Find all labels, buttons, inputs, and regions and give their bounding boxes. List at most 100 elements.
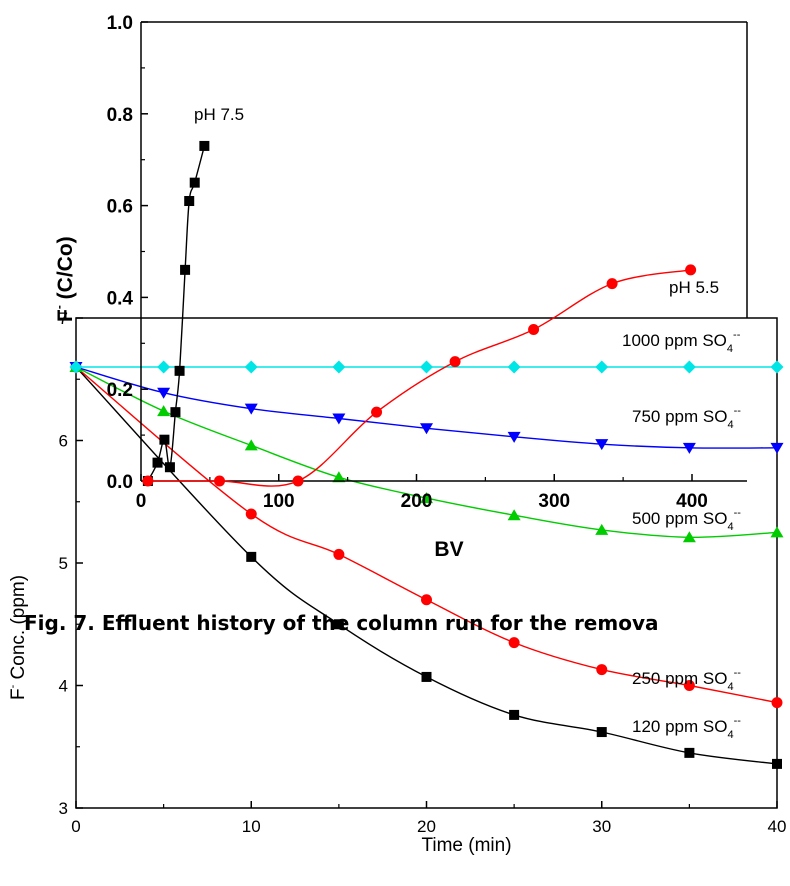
- series-label-text: 1000 ppm SO: [622, 331, 727, 350]
- outer-y-tick-label: 4: [59, 677, 68, 696]
- outer-data-point: [508, 637, 520, 649]
- inset-y-axis-label-text: (C/Co): [54, 236, 77, 305]
- inset-y-tick-label: 0.8: [107, 105, 133, 126]
- inset-data-point: [528, 324, 540, 336]
- inset-x-tick-label: 0: [136, 491, 147, 512]
- figure-caption: Fig. 7. Effluent history of the column r…: [24, 611, 658, 635]
- outer-data-point: [507, 431, 521, 443]
- outer-data-point: [420, 423, 433, 435]
- inset-data-point: [292, 475, 304, 487]
- inset-data-point: [170, 407, 181, 418]
- outer-data-point: [246, 551, 257, 562]
- outer-y-tick-label: 3: [59, 799, 68, 818]
- outer-series-label: 120 ppm SO4--: [632, 715, 741, 741]
- outer-data-point: [420, 360, 433, 374]
- series-label-sup: --: [733, 329, 741, 341]
- outer-data-point: [157, 405, 171, 417]
- outer-data-point: [421, 671, 432, 682]
- outer-series-label: 750 ppm SO4--: [632, 405, 741, 431]
- inset-y-axis-label: F- (C/Co): [52, 236, 77, 322]
- inset-y-tick-label: 0.0: [107, 472, 133, 493]
- outer-y-tick-label: 7: [59, 309, 68, 328]
- outer-data-point: [772, 758, 782, 769]
- outer-data-point: [771, 697, 783, 709]
- outer-data-point: [332, 471, 346, 483]
- outer-data-point: [770, 360, 784, 374]
- inset-y-tick-label: 0.4: [107, 288, 134, 309]
- inset-data-point: [199, 140, 210, 151]
- series-label-sup: --: [734, 667, 742, 679]
- outer-y-axis-label-text: Conc. (ppm): [8, 575, 29, 685]
- inset-data-point: [164, 462, 175, 473]
- series-label-text: 750 ppm SO: [632, 407, 727, 426]
- inset-data-point: [371, 406, 383, 418]
- outer-data-point: [333, 548, 345, 560]
- outer-x-tick-label: 10: [242, 817, 261, 836]
- outer-x-tick-label: 0: [71, 817, 80, 836]
- series-label-sup: --: [734, 405, 742, 417]
- outer-series-label: 1000 ppm SO4--: [622, 329, 741, 355]
- series-label-sub: 4: [727, 521, 733, 533]
- outer-x-axis-label: Time (min): [421, 835, 511, 856]
- series-label-sub: 4: [727, 729, 733, 741]
- outer-y-axis-label-sup: -: [7, 684, 19, 688]
- outer-data-point: [157, 360, 171, 374]
- series-label-sup: --: [734, 715, 742, 727]
- outer-data-point: [333, 619, 344, 630]
- inset-y-tick-label: 1.0: [107, 13, 133, 34]
- outer-data-point: [682, 360, 696, 374]
- series-label-sub: 4: [727, 343, 733, 355]
- outer-data-point: [157, 387, 171, 399]
- inset-data-point: [180, 264, 191, 275]
- inset-x-tick-label: 100: [263, 491, 295, 512]
- outer-data-point: [332, 413, 346, 425]
- inset-plot-axes: 0 100 200 300 400 0.0 0.2 0.4 0.6 0.8 1.0 BV F- (C/C…: [52, 13, 748, 561]
- outer-y-tick-label: 6: [59, 432, 68, 451]
- series-label-sup: --: [734, 507, 742, 519]
- inset-data-point: [189, 177, 200, 188]
- outer-data-point: [244, 439, 258, 451]
- outer-data-point: [595, 439, 609, 451]
- outer-data-point: [596, 664, 608, 676]
- series-label-sub: 4: [727, 419, 733, 431]
- inset-data-point: [142, 475, 154, 487]
- inset-series-label: pH 5.5: [669, 278, 719, 297]
- outer-data-point: [421, 594, 432, 606]
- inset-y-axis-label-prefix: F: [54, 309, 77, 322]
- series-label-text: 250 ppm SO: [632, 669, 727, 688]
- inset-x-tick-label: 300: [538, 491, 570, 512]
- outer-data-point: [596, 727, 607, 738]
- outer-data-point: [244, 403, 258, 415]
- outer-x-tick-label: 30: [592, 817, 611, 836]
- outer-x-tick-label: 20: [417, 817, 436, 836]
- inset-data-point: [214, 475, 226, 487]
- outer-data-point: [683, 680, 695, 691]
- outer-data-point: [770, 442, 784, 454]
- outer-series-label: 250 ppm SO4--: [632, 667, 741, 693]
- series-label-sub: 4: [727, 681, 733, 693]
- outer-data-point: [244, 360, 258, 374]
- outer-series-label: 500 ppm SO4--: [632, 507, 741, 533]
- inset-y-axis-label-sup: -: [52, 305, 66, 309]
- inset-y-tick-label: 0.6: [107, 197, 133, 218]
- outer-data-point: [507, 509, 521, 521]
- outer-data-point: [595, 523, 609, 535]
- outer-data-point: [69, 360, 83, 374]
- outer-data-point: [682, 442, 696, 454]
- outer-data-point: [509, 709, 520, 720]
- outer-data-point: [682, 531, 696, 543]
- inset-series-line: [147, 269, 691, 487]
- inset-data-point: [606, 278, 618, 290]
- outer-data-point: [595, 360, 609, 374]
- inset-data-point: [174, 365, 185, 376]
- outer-series-line: [75, 366, 778, 704]
- inset-series-line: [147, 145, 206, 482]
- outer-data-point: [684, 747, 695, 758]
- inset-data-point: [152, 457, 163, 468]
- inset-x-tick-label: 400: [676, 491, 708, 512]
- inset-data-point: [159, 434, 170, 445]
- series-label-text: 500 ppm SO: [632, 509, 727, 528]
- inset-series-label: pH 7.5: [194, 105, 244, 124]
- outer-data-point: [245, 508, 257, 520]
